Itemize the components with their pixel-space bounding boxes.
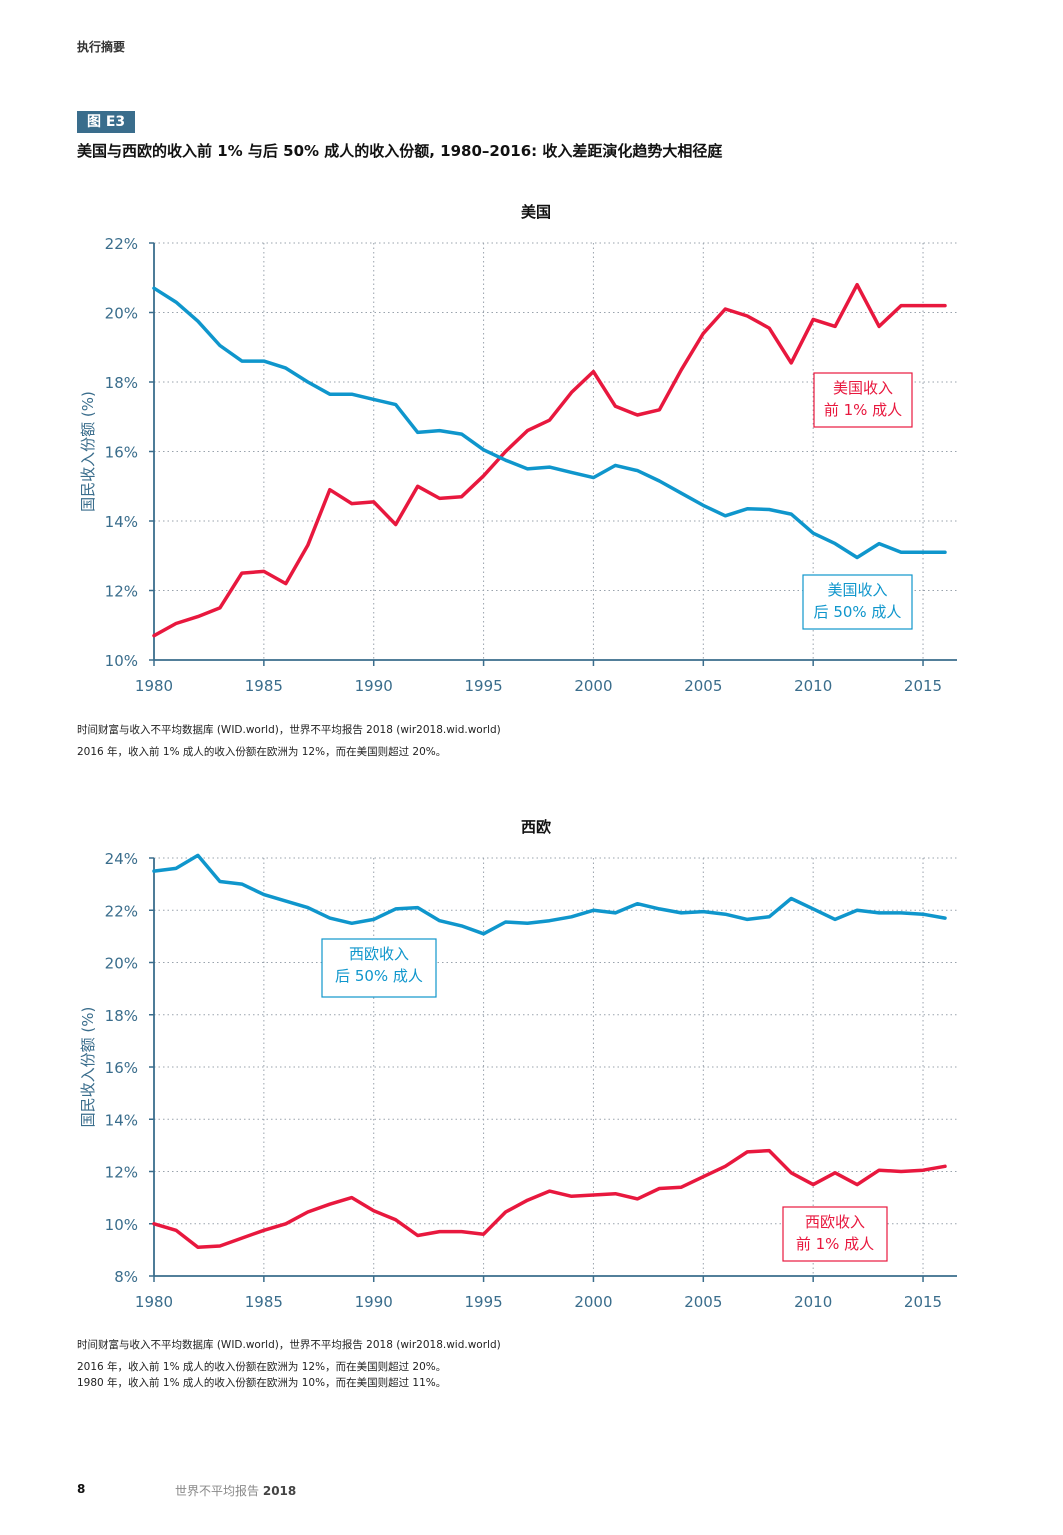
page-number: 8 <box>77 1482 86 1496</box>
x-tick-label: 1995 <box>464 677 502 695</box>
series-line-bottom50 <box>152 853 947 936</box>
eu-source: 时间财富与收入不平均数据库 (WID.world)，世界不平均报告 2018 (… <box>77 1339 501 1351</box>
x-tick-label: 2000 <box>574 1293 612 1311</box>
x-tick-label: 1985 <box>245 677 283 695</box>
section-label: 执行摘要 <box>77 40 126 54</box>
y-axis-label: 国民收入份额 (%) <box>79 1007 97 1128</box>
series-label-text-top1: 前 1% 成人 <box>796 1235 874 1253</box>
y-tick-label: 10% <box>105 652 138 670</box>
series-label-text-bottom50: 后 50% 成人 <box>814 603 902 621</box>
figure-tag: 图 E3 <box>77 111 136 133</box>
y-tick-label: 16% <box>105 444 138 462</box>
y-tick-label: 18% <box>105 374 138 392</box>
x-tick-label: 2000 <box>574 677 612 695</box>
figure-title: 美国与西欧的收入前 1% 与后 50% 成人的收入份额, 1980–2016: … <box>77 142 723 160</box>
series-line-top1 <box>152 282 947 638</box>
series-label-box-top1 <box>782 1206 888 1262</box>
y-tick-label: 12% <box>105 1164 138 1182</box>
series-label-text-bottom50: 美国收入 <box>827 581 887 599</box>
chart-title: 美国 <box>521 203 551 221</box>
y-tick-label: 10% <box>105 1216 138 1234</box>
us-note-2016: 2016 年，收入前 1% 成人的收入份额在欧洲为 12%，而在美国则超过 20… <box>77 746 447 758</box>
x-tick-label: 2015 <box>904 1293 942 1311</box>
y-tick-label: 22% <box>105 235 138 253</box>
us-source: 时间财富与收入不平均数据库 (WID.world)，世界不平均报告 2018 (… <box>77 724 501 736</box>
footer-report-title: 世界不平均报告 2018 <box>175 1482 296 1499</box>
footer-year: 2018 <box>262 1484 297 1498</box>
y-tick-label: 14% <box>105 513 138 531</box>
y-tick-label: 24% <box>105 850 138 868</box>
x-tick-label: 2010 <box>794 677 832 695</box>
y-tick-label: 16% <box>105 1059 138 1077</box>
series-label-text-top1: 前 1% 成人 <box>824 401 902 419</box>
chart-us: 美国 10% 12% 14% 16% 18% 20% 22% 1980 1985 1990 1995 2… <box>79 203 957 695</box>
series-line-bottom50 <box>152 286 947 560</box>
x-tick-label: 1980 <box>135 1293 173 1311</box>
eu-note-1980: 1980 年，收入前 1% 成人的收入份额在欧洲为 10%，而在美国则超过 11… <box>77 1377 447 1389</box>
series-label-box-bottom50 <box>802 574 913 630</box>
y-tick-label: 8% <box>114 1268 138 1286</box>
x-tick-label: 1995 <box>464 1293 502 1311</box>
footer-title-text: 世界不平均报告 <box>175 1484 260 1498</box>
x-tick-label: 2015 <box>904 677 942 695</box>
y-tick-label: 14% <box>105 1111 138 1129</box>
chart-europe: 西欧 8% 10% 12% 14% 16% 18% 20% 22% 24% 1980 1985 1990… <box>79 818 957 1311</box>
series-line-top1 <box>152 1148 947 1250</box>
series-label-box-bottom50 <box>321 938 437 998</box>
x-tick-label: 1990 <box>355 677 393 695</box>
series-label-text-bottom50: 后 50% 成人 <box>335 967 423 985</box>
series-label-text-top1: 美国收入 <box>833 379 893 397</box>
x-tick-label: 1985 <box>245 1293 283 1311</box>
x-tick-label: 1990 <box>355 1293 393 1311</box>
x-tick-label: 2010 <box>794 1293 832 1311</box>
series-label-text-bottom50: 西欧收入 <box>349 945 409 963</box>
chart-title: 西欧 <box>521 818 551 836</box>
y-tick-label: 20% <box>105 305 138 323</box>
x-tick-label: 1980 <box>135 677 173 695</box>
series-label-box-top1 <box>813 372 913 428</box>
y-tick-label: 22% <box>105 902 138 920</box>
y-tick-label: 20% <box>105 955 138 973</box>
y-axis-label: 国民收入份额 (%) <box>79 391 97 512</box>
x-tick-label: 2005 <box>684 1293 722 1311</box>
series-label-text-top1: 西欧收入 <box>805 1213 865 1231</box>
y-tick-label: 12% <box>105 583 138 601</box>
y-tick-label: 18% <box>105 1007 138 1025</box>
eu-note-2016: 2016 年，收入前 1% 成人的收入份额在欧洲为 12%，而在美国则超过 20… <box>77 1361 447 1373</box>
x-tick-label: 2005 <box>684 677 722 695</box>
